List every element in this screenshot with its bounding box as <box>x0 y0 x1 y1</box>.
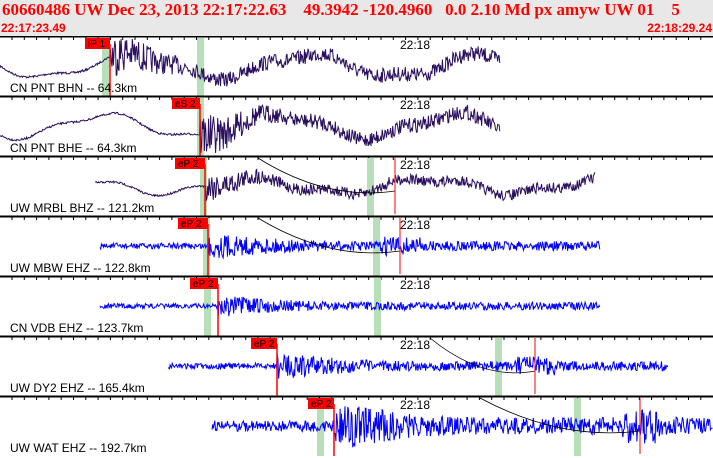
trace-panel[interactable]: eP 2 22:18 UW WAT EHZ -- 192.7km <box>0 395 713 456</box>
trace-panel[interactable]: eS 2 22:18 CN PNT BHE -- 64.3km <box>0 95 713 156</box>
pick-window <box>367 158 374 216</box>
trace-panel[interactable]: eP 2 22:18 UW MRBL BHZ -- 121.2km <box>0 155 713 216</box>
channel-label: CN VDB EHZ -- 123.7km <box>10 321 143 335</box>
waveform <box>99 235 601 260</box>
trace-panel[interactable]: eP 2 22:18 UW DY2 EHZ -- 165.4km <box>0 335 713 396</box>
waveform <box>0 38 501 87</box>
channel-label: CN PNT BHE -- 64.3km <box>10 141 136 155</box>
end-time: 22:18:29.24 <box>647 21 712 35</box>
minute-mark: 22:18 <box>400 158 430 172</box>
event-header: 60660486 UW Dec 23, 2013 22:17:22.63 49.… <box>0 0 713 36</box>
pick-window <box>373 218 380 276</box>
channel-label: UW DY2 EHZ -- 165.4km <box>10 381 145 395</box>
trace-panel[interactable]: eP 2 22:18 CN VDB EHZ -- 123.7km <box>0 275 713 336</box>
pick-window <box>374 278 381 336</box>
travel-time-curve <box>479 397 641 434</box>
pick-flag[interactable] <box>85 38 110 49</box>
waveform <box>211 406 713 448</box>
pick-flag[interactable] <box>172 98 200 109</box>
minute-mark: 22:18 <box>400 338 430 352</box>
pick-label: eP 2 <box>311 399 332 410</box>
waveform <box>95 168 596 202</box>
pick-window <box>197 38 204 96</box>
minute-mark: 22:18 <box>400 38 430 52</box>
waveform <box>0 104 501 154</box>
minute-mark: 22:18 <box>400 98 430 112</box>
pick-label: eP 2 <box>254 339 275 350</box>
minute-mark: 22:18 <box>400 398 430 412</box>
minute-mark: 22:18 <box>400 278 430 292</box>
pick-label: iP 1 <box>88 39 105 50</box>
event-title: 60660486 UW Dec 23, 2013 22:17:22.63 49.… <box>2 0 680 19</box>
start-time: 22:17:23.49 <box>1 21 66 35</box>
channel-label: UW MRBL BHZ -- 121.2km <box>10 201 154 215</box>
pick-window <box>574 398 581 456</box>
pick-flag[interactable] <box>175 158 205 169</box>
pick-flag[interactable] <box>308 398 334 409</box>
travel-time-curve <box>257 157 396 194</box>
waveform <box>167 353 669 379</box>
pick-flag[interactable] <box>190 278 218 289</box>
pick-label: eP 2 <box>193 279 214 290</box>
channel-label: UW WAT EHZ -- 192.7km <box>10 441 146 455</box>
seismogram-panels[interactable]: iP 1 22:18 CN PNT BHN -- 64.3km eS 2 22:18 CN… <box>0 36 713 458</box>
pick-label: eS 2 <box>175 99 196 110</box>
travel-time-curve <box>429 337 536 374</box>
pick-flag[interactable] <box>251 338 277 349</box>
pick-flag[interactable] <box>178 218 208 229</box>
trace-panel[interactable]: iP 1 22:18 CN PNT BHN -- 64.3km <box>0 36 713 96</box>
pick-label: eP 2 <box>181 219 202 230</box>
pick-label: eP 2 <box>178 159 199 170</box>
minute-mark: 22:18 <box>400 218 430 232</box>
travel-time-curve <box>257 217 401 254</box>
channel-label: CN PNT BHN -- 64.3km <box>10 81 137 95</box>
trace-panel[interactable]: eP 2 22:18 UW MBW EHZ -- 122.8km <box>0 215 713 276</box>
waveform <box>99 296 601 317</box>
pick-window <box>102 38 109 96</box>
channel-label: UW MBW EHZ -- 122.8km <box>10 261 151 275</box>
